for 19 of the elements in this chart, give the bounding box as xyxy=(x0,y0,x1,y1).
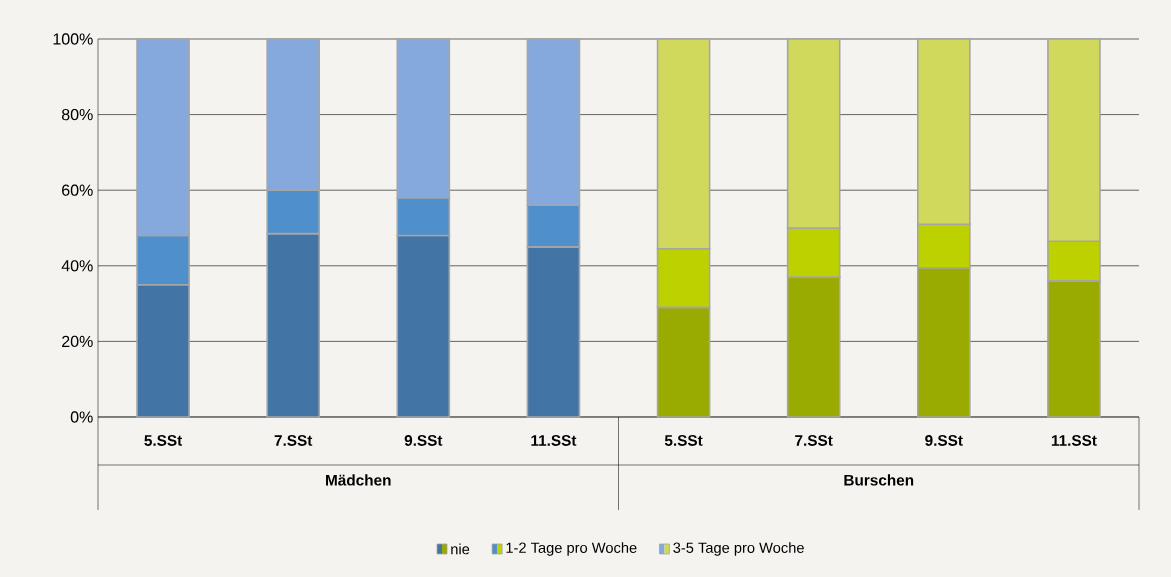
x-tick-label: 11.SSt xyxy=(1051,435,1097,446)
y-tick-label: 40% xyxy=(61,260,93,272)
y-tick-label: 0% xyxy=(70,411,93,423)
x-tick-label: 9.SSt xyxy=(404,435,443,446)
x-tick-label: 5.SSt xyxy=(664,435,703,446)
legend-label: 3-5 Tage pro Woche xyxy=(673,542,804,556)
y-tick-label: 60% xyxy=(62,184,93,196)
x-tick-label: 7.SSt xyxy=(795,435,833,446)
text: Burschen xyxy=(844,474,914,486)
text: Mädchen xyxy=(326,474,391,486)
legend-label: nie xyxy=(451,543,470,555)
x-tick-label: 11.SSt xyxy=(531,435,577,446)
y-tick-label: 80% xyxy=(61,108,93,121)
y-tick-label: 100% xyxy=(53,33,93,45)
x-tick-label: 9.SSt xyxy=(925,435,963,446)
x-tick-label: 5.SSt xyxy=(144,435,183,446)
y-tick-label: 20% xyxy=(62,335,93,348)
x-tick-label: 7.SSt xyxy=(274,435,313,446)
legend-label: 1-2 Tage pro Woche xyxy=(506,542,637,556)
